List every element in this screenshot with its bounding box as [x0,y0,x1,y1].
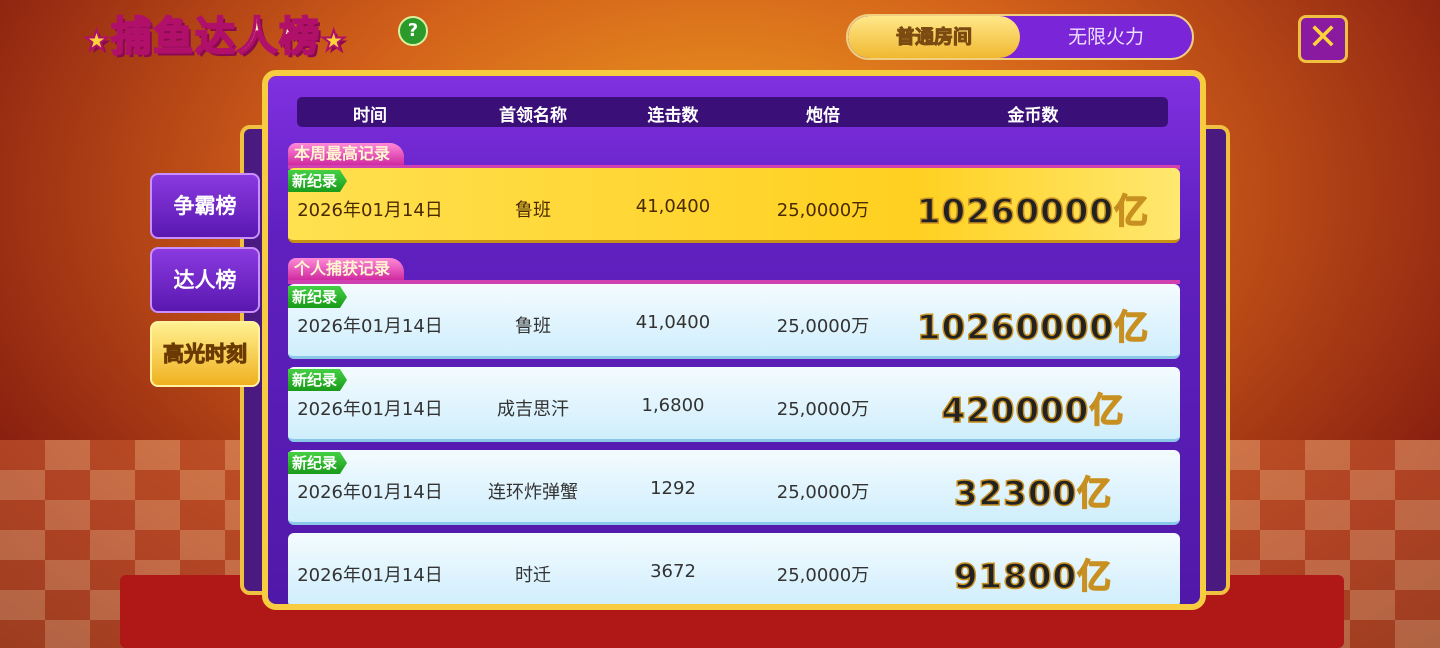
table-row: 新纪录 2026年01月14日 连环炸弹蟹 1292 25,0000万 3230… [288,450,1180,525]
help-icon[interactable]: ? [398,16,428,46]
new-record-badge: 新纪录 [288,369,348,391]
col-combo: 连击数 [647,106,699,126]
divider [288,280,1180,284]
new-record-badge: 新纪录 [288,452,348,474]
personal-section-label: 个人捕获记录 [288,258,405,280]
star-icon: ★ [320,23,349,58]
cell-time: 2026年01月14日 [297,399,443,420]
cell-time: 2026年01月14日 [297,565,443,586]
cell-coins: 10260000亿 [916,191,1150,233]
col-boss: 首领名称 [499,106,567,126]
new-record-badge: 新纪录 [288,170,348,192]
cell-multiplier: 25,0000万 [776,399,870,420]
table-row: 2026年01月14日 时迁 3672 25,0000万 91800亿 [288,533,1180,604]
col-multiplier: 炮倍 [806,106,840,126]
room-tabs: 普通房间 无限火力 [846,14,1194,60]
table-row: 新纪录 2026年01月14日 成吉思汗 1,6800 25,0000万 420… [288,367,1180,442]
table-header: 时间 首领名称 连击数 炮倍 金币数 [297,97,1168,127]
side-tab-hegemony[interactable]: 争霸榜 [150,173,260,239]
cell-boss: 鲁班 [515,316,551,337]
new-record-badge: 新纪录 [288,286,348,308]
cell-coins: 91800亿 [953,556,1113,598]
side-tab-experts[interactable]: 达人榜 [150,247,260,313]
cell-time: 2026年01月14日 [297,316,443,337]
cell-coins: 10260000亿 [916,307,1150,349]
col-coins: 金币数 [1007,106,1059,126]
cell-combo: 1292 [650,478,696,499]
cell-combo: 41,0400 [635,312,711,333]
table-row: 新纪录 2026年01月14日 鲁班 41,0400 25,0000万 1026… [288,284,1180,359]
weekly-section-label: 本周最高记录 [288,143,405,165]
title-text: 捕鱼达人榜 [110,13,322,61]
cell-combo: 1,6800 [641,395,705,416]
side-tab-highlights[interactable]: 高光时刻 [150,321,260,387]
cell-combo: 3672 [650,561,696,582]
table-row: 新纪录 2026年01月14日 鲁班 41,0400 25,0000万 1026… [288,168,1180,243]
cell-multiplier: 25,0000万 [776,200,870,221]
cell-coins: 420000亿 [941,390,1125,432]
cell-multiplier: 25,0000万 [776,565,870,586]
cell-combo: 41,0400 [635,196,711,217]
cell-boss: 鲁班 [515,200,551,221]
close-button[interactable]: ✕ [1298,15,1348,63]
cell-time: 2026年01月14日 [297,200,443,221]
cell-multiplier: 25,0000万 [776,482,870,503]
star-icon: ★ [83,23,112,58]
divider [288,165,1180,169]
cell-coins: 32300亿 [953,473,1113,515]
tab-unlimited-fire[interactable]: 无限火力 [1067,26,1144,48]
tab-normal-room[interactable]: 普通房间 [848,16,1020,58]
records-panel: 时间 首领名称 连击数 炮倍 金币数 本周最高记录 新纪录 2026年01月14… [262,70,1206,610]
cell-multiplier: 25,0000万 [776,316,870,337]
cell-boss: 时迁 [515,565,551,586]
cell-boss: 连环炸弹蟹 [488,482,578,503]
page-title: ★捕鱼达人榜★ [83,4,349,62]
col-time: 时间 [353,106,387,126]
cell-boss: 成吉思汗 [497,399,569,420]
cell-time: 2026年01月14日 [297,482,443,503]
